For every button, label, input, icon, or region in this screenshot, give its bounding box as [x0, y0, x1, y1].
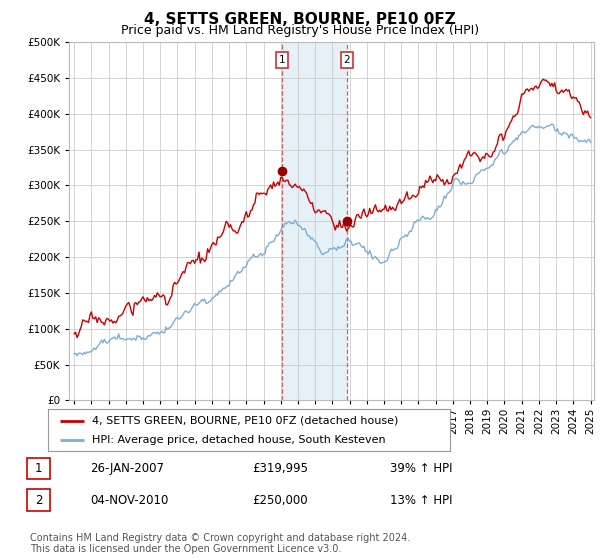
- Text: 2: 2: [344, 55, 350, 65]
- Text: 1: 1: [278, 55, 285, 65]
- Text: Contains HM Land Registry data © Crown copyright and database right 2024.
This d: Contains HM Land Registry data © Crown c…: [30, 533, 410, 554]
- Text: 26-JAN-2007: 26-JAN-2007: [90, 462, 164, 475]
- Text: 04-NOV-2010: 04-NOV-2010: [90, 493, 169, 507]
- Text: Price paid vs. HM Land Registry's House Price Index (HPI): Price paid vs. HM Land Registry's House …: [121, 24, 479, 37]
- Text: £250,000: £250,000: [252, 493, 308, 507]
- Text: HPI: Average price, detached house, South Kesteven: HPI: Average price, detached house, Sout…: [92, 435, 386, 445]
- Text: 13% ↑ HPI: 13% ↑ HPI: [390, 493, 452, 507]
- Text: 39% ↑ HPI: 39% ↑ HPI: [390, 462, 452, 475]
- Text: 1: 1: [35, 462, 42, 475]
- Text: 4, SETTS GREEN, BOURNE, PE10 0FZ (detached house): 4, SETTS GREEN, BOURNE, PE10 0FZ (detach…: [92, 416, 398, 426]
- Text: 2: 2: [35, 493, 42, 507]
- Text: £319,995: £319,995: [252, 462, 308, 475]
- Text: 4, SETTS GREEN, BOURNE, PE10 0FZ: 4, SETTS GREEN, BOURNE, PE10 0FZ: [144, 12, 456, 27]
- Bar: [282, 42, 347, 400]
